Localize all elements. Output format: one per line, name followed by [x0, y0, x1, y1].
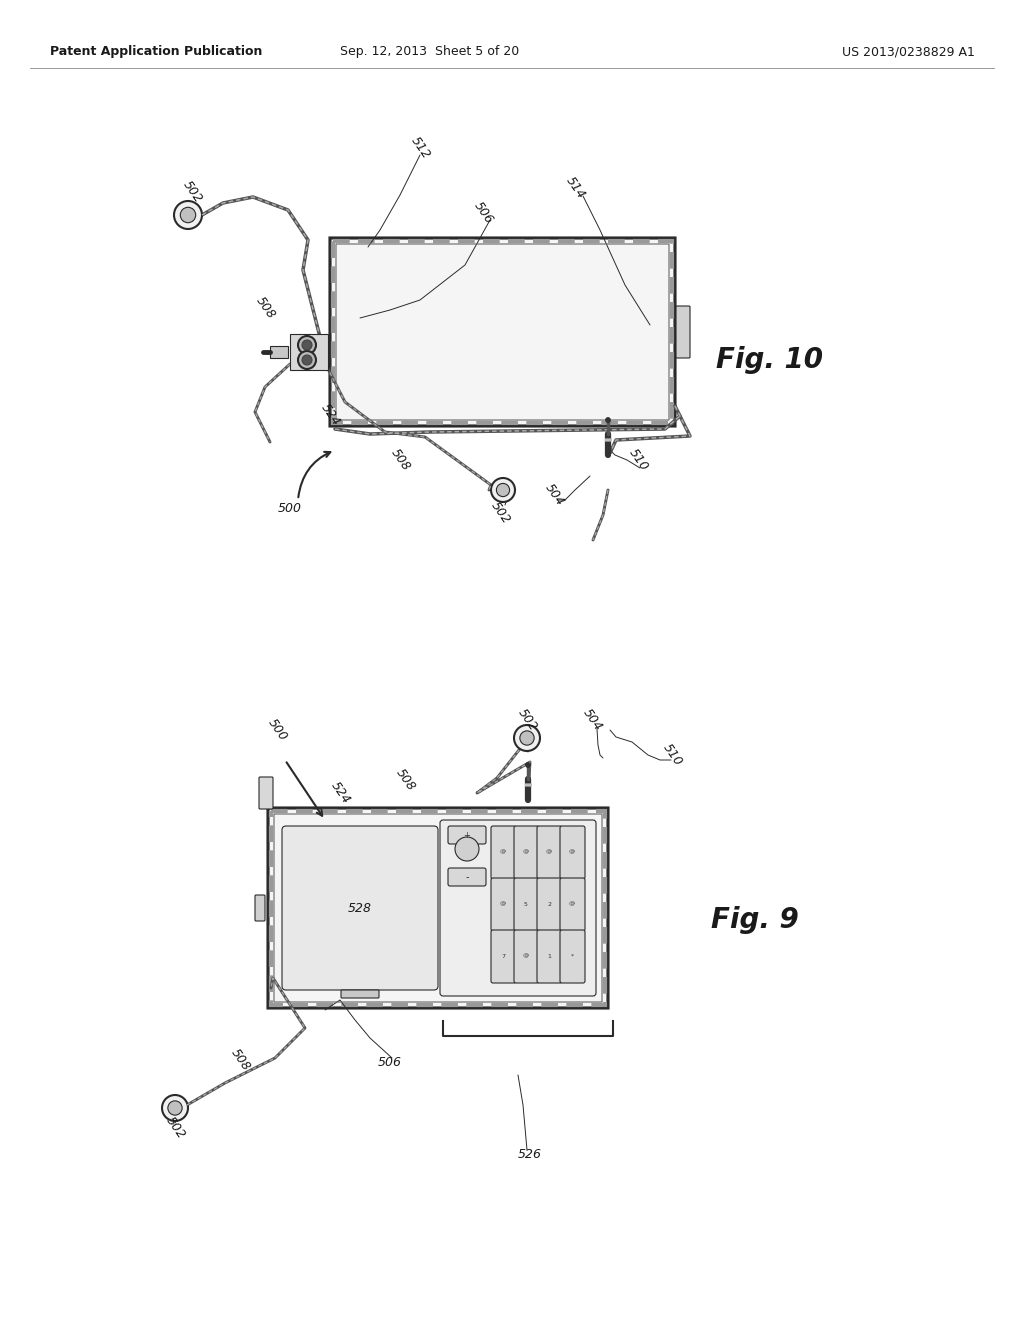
Text: 506: 506: [471, 199, 496, 227]
FancyBboxPatch shape: [514, 878, 539, 931]
Text: 502: 502: [180, 178, 204, 206]
Circle shape: [514, 725, 540, 751]
Text: 2: 2: [547, 902, 551, 907]
Text: 526: 526: [518, 1148, 542, 1162]
FancyBboxPatch shape: [259, 777, 273, 809]
Circle shape: [497, 483, 510, 496]
Bar: [270, 346, 288, 358]
Text: 502: 502: [487, 499, 512, 527]
Circle shape: [298, 351, 316, 370]
Text: 1: 1: [547, 953, 551, 958]
FancyBboxPatch shape: [514, 931, 539, 983]
Text: 502: 502: [163, 1114, 187, 1142]
Text: Fig. 10: Fig. 10: [717, 346, 823, 374]
Circle shape: [168, 1101, 182, 1115]
Text: @: @: [500, 902, 506, 907]
Circle shape: [525, 763, 530, 767]
Text: 512: 512: [408, 135, 432, 161]
Text: US 2013/0238829 A1: US 2013/0238829 A1: [842, 45, 975, 58]
Text: 502: 502: [515, 706, 540, 734]
Text: Fig. 9: Fig. 9: [711, 906, 799, 935]
Text: 514: 514: [563, 174, 587, 202]
FancyBboxPatch shape: [490, 931, 516, 983]
Text: 508: 508: [393, 767, 417, 793]
FancyBboxPatch shape: [560, 878, 585, 931]
Text: 504: 504: [542, 482, 566, 508]
Text: 508: 508: [388, 446, 413, 474]
Circle shape: [174, 201, 202, 228]
Text: 510: 510: [626, 446, 650, 474]
Circle shape: [455, 837, 479, 861]
Text: -: -: [465, 873, 469, 882]
Text: @: @: [500, 850, 506, 854]
Circle shape: [180, 207, 196, 223]
FancyBboxPatch shape: [560, 931, 585, 983]
Text: @: @: [523, 953, 529, 958]
Text: Patent Application Publication: Patent Application Publication: [50, 45, 262, 58]
Bar: [290, 334, 328, 370]
FancyBboxPatch shape: [676, 306, 690, 358]
Text: 506: 506: [378, 1056, 402, 1068]
Circle shape: [302, 355, 312, 366]
Text: 524: 524: [328, 779, 352, 807]
Text: 528: 528: [348, 902, 372, 915]
Text: 508: 508: [227, 1047, 252, 1073]
FancyBboxPatch shape: [440, 820, 596, 997]
Circle shape: [162, 1096, 188, 1121]
Text: 500: 500: [278, 502, 302, 515]
Circle shape: [520, 731, 535, 746]
Text: 5: 5: [524, 902, 528, 907]
FancyBboxPatch shape: [537, 931, 562, 983]
Text: Sep. 12, 2013  Sheet 5 of 20: Sep. 12, 2013 Sheet 5 of 20: [340, 45, 519, 58]
Circle shape: [302, 341, 312, 350]
Circle shape: [490, 478, 515, 502]
FancyBboxPatch shape: [341, 990, 379, 998]
FancyBboxPatch shape: [514, 826, 539, 879]
Text: 510: 510: [659, 742, 684, 768]
Text: *: *: [570, 953, 573, 958]
FancyBboxPatch shape: [490, 878, 516, 931]
FancyBboxPatch shape: [490, 826, 516, 879]
Text: 7: 7: [501, 953, 505, 958]
Text: 504: 504: [580, 706, 604, 734]
FancyBboxPatch shape: [330, 238, 675, 426]
FancyBboxPatch shape: [560, 826, 585, 879]
Circle shape: [298, 337, 316, 354]
Text: 500: 500: [265, 717, 289, 743]
FancyBboxPatch shape: [282, 826, 438, 990]
Text: @: @: [569, 902, 575, 907]
FancyBboxPatch shape: [255, 895, 265, 921]
FancyBboxPatch shape: [537, 878, 562, 931]
FancyBboxPatch shape: [537, 826, 562, 879]
Text: @: @: [523, 850, 529, 854]
Text: +: +: [464, 830, 470, 840]
Text: @: @: [569, 850, 575, 854]
FancyBboxPatch shape: [449, 869, 486, 886]
Circle shape: [605, 417, 610, 422]
FancyBboxPatch shape: [268, 808, 608, 1008]
Text: 524: 524: [317, 401, 342, 429]
Text: 508: 508: [253, 294, 278, 322]
FancyBboxPatch shape: [449, 826, 486, 843]
Text: @: @: [546, 850, 552, 854]
